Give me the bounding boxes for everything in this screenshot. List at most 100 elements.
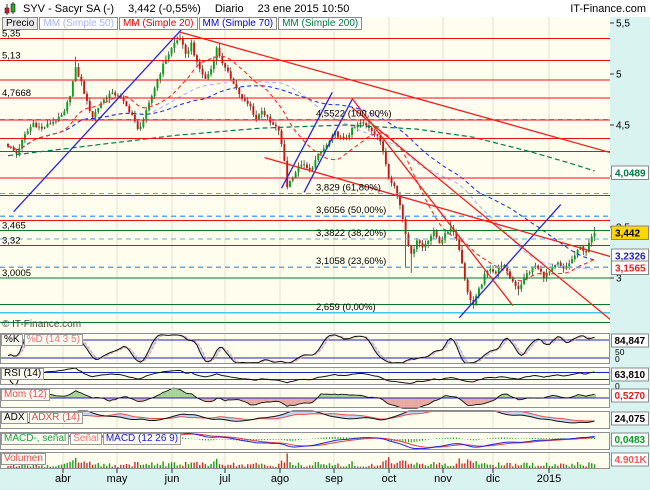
fib-level-label: 3,829 (61,80%)	[316, 182, 381, 193]
trendline	[351, 98, 514, 306]
adx-label-row: ADX ADXR (14)	[1, 412, 84, 424]
stoch-label-chip[interactable]: %D (14 3 5)	[23, 334, 83, 346]
mom-value-box	[611, 388, 649, 403]
mm70-line	[7, 85, 595, 261]
timeframe-label[interactable]: Diario	[214, 2, 244, 15]
time-axis-strip[interactable]	[0, 468, 650, 490]
trendline	[264, 157, 610, 258]
price-level-label: 3,0005	[2, 268, 31, 279]
trendline	[458, 204, 562, 319]
rsi-value-box	[611, 367, 649, 382]
month-label: nov	[434, 473, 452, 485]
vol-label-chip[interactable]: Volumen	[1, 453, 46, 465]
month-label: may	[107, 473, 128, 485]
macd-value-box	[611, 432, 649, 447]
legend-item-mm50[interactable]: MM (Simple 50)	[39, 17, 118, 30]
stoch-panel-border	[0, 333, 610, 364]
stoch-fill	[8, 334, 595, 364]
stoch-value-box	[611, 333, 649, 348]
last-price-change: 3,442 (-0,55%)	[128, 2, 201, 15]
axis-tick-label: 4,5	[616, 121, 630, 132]
main-chart-area[interactable]	[0, 17, 610, 331]
symbol-title: SYV - Sacyr SA (-)	[23, 2, 115, 15]
adx-panel[interactable]	[0, 411, 610, 429]
price-level-label: 3,32	[2, 235, 21, 246]
adx-label-chip[interactable]: ADXR (14)	[28, 412, 83, 424]
adx-value-box	[611, 411, 649, 426]
month-label: jul	[218, 473, 230, 485]
fib-level-label: 3,6056 (50,00%)	[316, 205, 386, 216]
legend-item-mm70[interactable]: MM (Simple 70)	[198, 17, 278, 30]
price-value-text: 3,1565	[615, 264, 646, 275]
percent-d-line	[7, 334, 595, 364]
month-label: dic	[486, 473, 501, 485]
mm200-line	[7, 124, 595, 172]
quote-datetime: 23 ene 2015 10:50	[257, 2, 350, 15]
volume-bars	[7, 453, 596, 469]
month-label: oct	[382, 473, 397, 485]
vol-label-row: Volumen	[1, 453, 47, 465]
macd-value-text: 0,0483	[615, 435, 646, 446]
price-level-label: 3,465	[2, 221, 26, 232]
fib-level-label: 4,5522 (100,00%)	[316, 109, 392, 120]
rsi-axis-label: 0	[615, 381, 620, 391]
brand-label: IT-Finance.com	[570, 2, 646, 15]
price-plot-layer	[0, 27, 610, 323]
adx-value-text: 24,075	[615, 414, 646, 425]
time-axis-labels: abr may jun jul ago sep oct nov dic 2015	[55, 468, 561, 485]
mom-panel-border	[0, 388, 610, 408]
momentum-plot	[0, 387, 610, 409]
trendline	[303, 99, 353, 193]
stoch-label-chip[interactable]: %K	[1, 334, 23, 346]
legend-item-precio[interactable]: Precio	[2, 17, 39, 30]
price-level-label: 4,7668	[2, 88, 31, 99]
month-label: abr	[55, 473, 71, 485]
month-label: 2015	[537, 473, 561, 485]
price-value-box	[611, 165, 649, 180]
price-value-text: 3,2326	[615, 252, 646, 263]
legend-item-mm200[interactable]: MM (Simple 200)	[278, 17, 363, 30]
price-value-box	[611, 225, 649, 240]
macd-label-chip[interactable]: MACD (12 26 9)	[102, 433, 182, 445]
price-value-box	[611, 260, 649, 275]
adx-label-chip[interactable]: ADX	[1, 412, 28, 424]
stoch-axis-label: 0	[615, 354, 620, 364]
vol-panel-border	[0, 452, 610, 469]
trendline	[280, 92, 333, 189]
legend-item-mm20[interactable]: MM (Simple 20)	[118, 17, 198, 30]
rsi-panel[interactable]	[0, 367, 610, 385]
stoch-panel[interactable]	[0, 333, 610, 364]
rsi-label-chip[interactable]: RSI (14)	[1, 368, 45, 380]
rsi-line	[7, 367, 595, 386]
legend-bar: Precio MM (Simple 50) MM (Simple 20) MM (Si…	[2, 17, 363, 30]
trendline	[179, 31, 610, 154]
trendline	[351, 107, 610, 321]
month-label: sep	[325, 473, 343, 485]
price-value-text: 3,442	[615, 229, 640, 240]
price-level-label: 5,13	[2, 51, 21, 62]
candlestick-logo-icon	[3, 1, 17, 16]
mom-label-row: Mom (12)	[1, 389, 51, 401]
trendline	[13, 27, 184, 213]
percent-k-line	[7, 334, 595, 364]
vol-value-box	[611, 452, 649, 467]
candles	[7, 33, 596, 309]
momentum-line	[8, 387, 595, 409]
title-bar: SYV - Sacyr SA (-) 3,442 (-0,55%) Diario…	[0, 0, 650, 17]
stoch-value-text: 84,847	[615, 336, 646, 347]
price-value-text: 4,0489	[615, 169, 646, 180]
fib-level-label: 3,3822 (38,20%)	[316, 228, 386, 239]
macd-label-row: MACD-, señal Señal MACD (12 26 9)	[1, 433, 182, 445]
mom-label-chip[interactable]: Mom (12)	[1, 389, 50, 401]
axis-tick-label: 5,5	[616, 19, 630, 30]
axis-tick-label: 3	[616, 274, 622, 285]
fib-level-label: 2,659 (0,00%)	[316, 302, 376, 313]
macd-label-chip[interactable]: Señal	[70, 433, 102, 445]
month-label: ago	[271, 473, 289, 485]
axis-tick-label: 5	[616, 70, 622, 81]
macd-label-chip[interactable]: MACD-, señal	[1, 433, 70, 445]
fib-level-label: 3,1058 (23,60%)	[316, 256, 386, 267]
mm20-line	[7, 55, 595, 282]
